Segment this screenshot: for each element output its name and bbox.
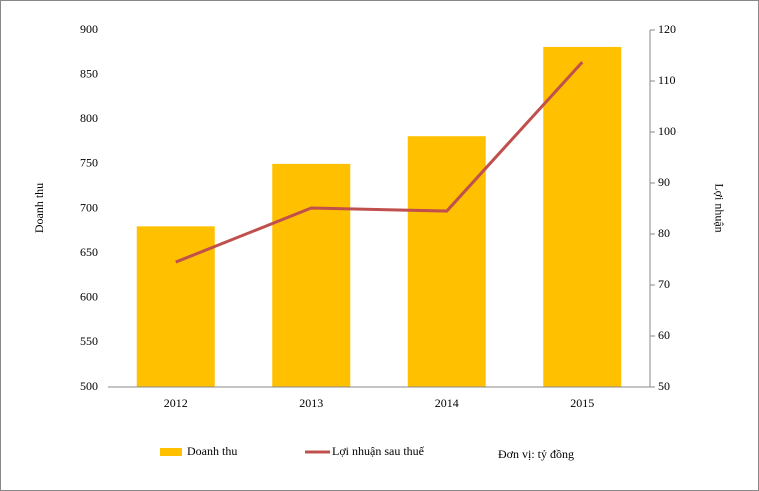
legend-label: Doanh thu [187,444,237,458]
y-tick-label: 850 [80,66,98,80]
x-tick-label: 2015 [570,396,594,410]
y2-tick-label: 90 [658,175,670,189]
bar [543,46,622,388]
y-tick-label: 650 [80,245,98,259]
y2-tick-label: 50 [658,379,670,393]
y-axis-label: Doanh thu [32,183,46,233]
y-tick-label: 550 [80,334,98,348]
y2-axis-label: Lợi nhuận [712,183,726,232]
y-tick-label: 800 [80,111,98,125]
y2-tick-label: 70 [658,277,670,291]
y-tick-label: 600 [80,290,98,304]
y2-tick-label: 100 [658,124,676,138]
y-tick-label: 750 [80,156,98,170]
line [175,61,584,264]
y2-tick-label: 110 [658,73,676,87]
bar [272,163,351,387]
bar [407,136,486,387]
y-tick-label: 500 [80,379,98,393]
y-tick-label: 900 [80,22,98,36]
y2-tick-label: 60 [658,328,670,342]
y2-tick-label: 80 [658,226,670,240]
note: Đơn vị: tỷ đồng [498,447,574,461]
x-tick-label: 2012 [164,396,188,410]
y2-tick-label: 120 [658,22,676,36]
legend-swatch [160,448,182,456]
x-tick-label: 2013 [299,396,323,410]
y-tick-label: 700 [80,200,98,214]
legend-label: Lợi nhuận sau thuế [332,444,425,458]
x-tick-label: 2014 [435,396,459,410]
